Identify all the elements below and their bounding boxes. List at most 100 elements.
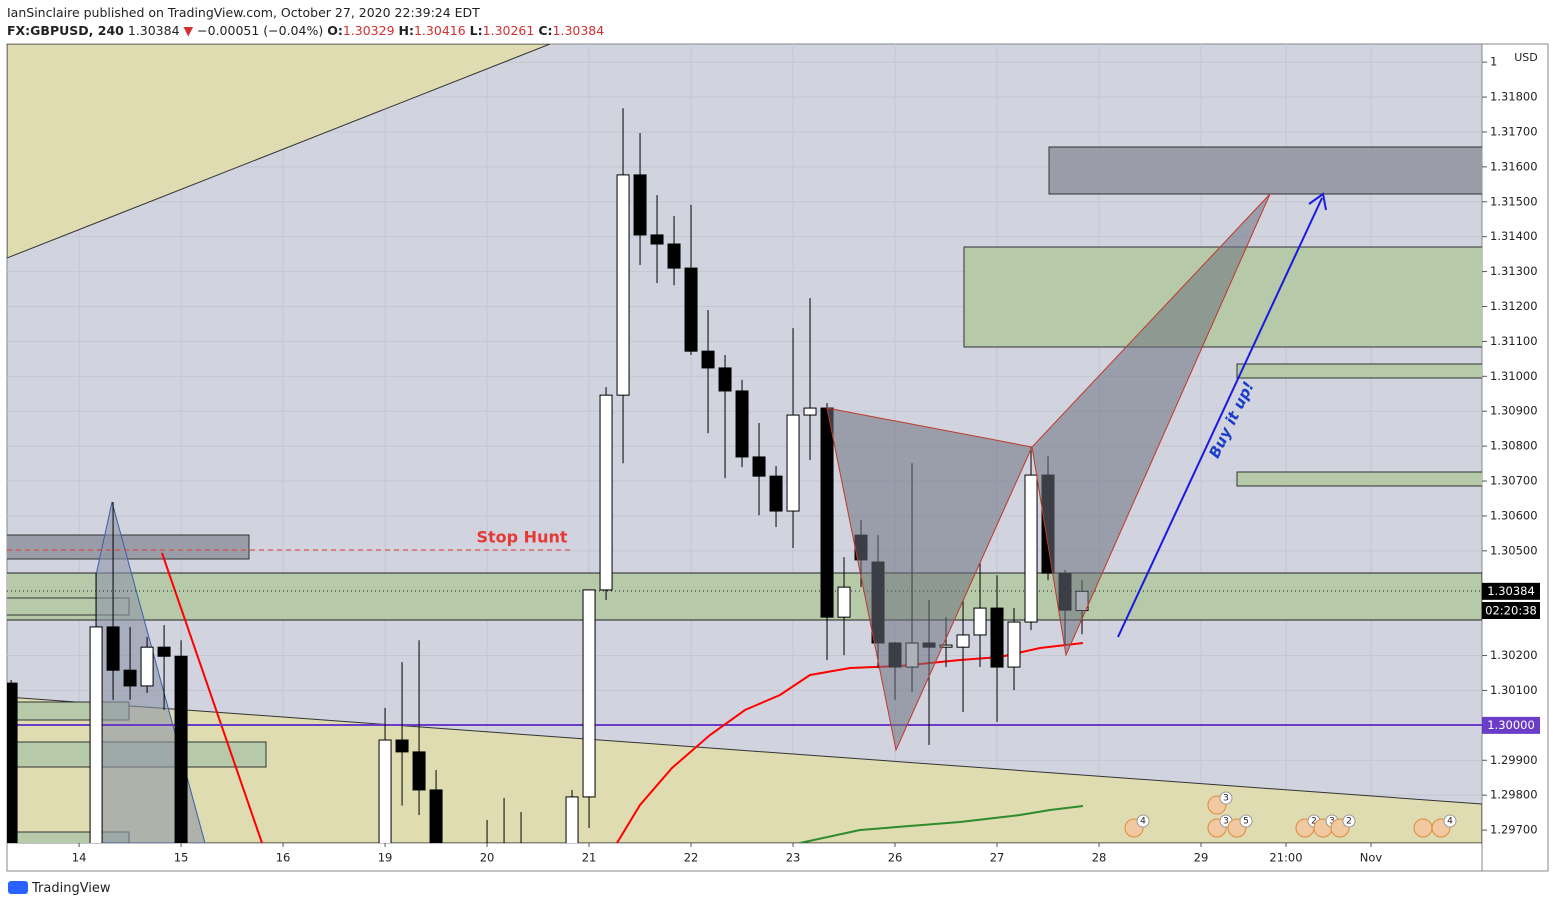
price-label-box xyxy=(1482,582,1540,600)
y-tick-label: 1.29800 xyxy=(1490,788,1538,802)
x-tick-label: 19 xyxy=(378,851,393,865)
y-tick-label: 1.31800 xyxy=(1490,90,1538,104)
y-tick-label: 1.29700 xyxy=(1490,823,1538,837)
ohlc-line: FX:GBPUSD, 240 1.30384 ▼ −0.00051 (−0.04… xyxy=(7,22,604,40)
y-tick-label: 1.31000 xyxy=(1490,369,1538,383)
pattern-xab xyxy=(826,407,1033,752)
candle-body xyxy=(412,751,426,791)
zone xyxy=(1236,363,1482,379)
time-axis xyxy=(6,842,1483,872)
brand: TradingView xyxy=(32,881,111,896)
axes: 1.29700 1.29800 1.29900 1.30100 1.30200 1.305… xyxy=(72,55,1540,865)
event-count: 3 xyxy=(1329,817,1335,827)
annotation: Stop Hunt xyxy=(476,528,567,547)
event-count: 5 xyxy=(1243,817,1249,827)
y-tick-label: 1.31600 xyxy=(1490,159,1538,173)
countdown-box xyxy=(1482,602,1540,619)
y-tick-label: 1.30800 xyxy=(1490,439,1538,453)
l-label: L: xyxy=(469,23,483,38)
candle-body xyxy=(633,174,647,236)
y-tick-label: 1.29900 xyxy=(1490,753,1538,767)
candle-body xyxy=(395,739,409,753)
symbol: FX:GBPUSD, 240 xyxy=(7,23,124,38)
candle-body xyxy=(378,739,392,843)
candle-body xyxy=(429,789,443,843)
h-label: H: xyxy=(398,23,414,38)
event-count: 4 xyxy=(1447,817,1453,827)
candle-body xyxy=(684,267,698,352)
zone xyxy=(1236,471,1482,487)
candle-body xyxy=(89,626,103,843)
x-tick-label: 21 xyxy=(582,851,597,865)
x-tick-label: 27 xyxy=(990,851,1005,865)
candle-body xyxy=(820,407,834,618)
candle-body xyxy=(837,586,851,618)
candle-body xyxy=(667,243,681,269)
candle-body xyxy=(786,414,800,512)
x-tick-label: 26 xyxy=(888,851,903,865)
candle-body xyxy=(956,634,970,648)
candle-body xyxy=(582,589,596,798)
last: 1.30384 xyxy=(127,23,180,38)
x-tick-label: Nov xyxy=(1360,851,1383,865)
footer: TradingView xyxy=(8,881,111,896)
o-label: O: xyxy=(327,23,343,38)
y-tick-label: 1.31400 xyxy=(1490,229,1538,243)
x-tick-label: 15 xyxy=(174,851,189,865)
candle-body xyxy=(1007,621,1021,668)
event-badge xyxy=(1219,791,1233,805)
candle-body xyxy=(123,669,137,687)
event-count: 4 xyxy=(1140,817,1146,827)
x-tick-label: 21:00 xyxy=(1269,851,1302,865)
candle-body xyxy=(174,655,188,843)
event-count: 2 xyxy=(1311,817,1317,827)
h: 1.30416 xyxy=(413,23,466,38)
event-count: 3 xyxy=(1223,794,1229,804)
zone xyxy=(7,534,250,560)
candle-body xyxy=(106,626,120,671)
candle-body xyxy=(650,234,664,245)
candle-body xyxy=(973,607,987,636)
event-badge xyxy=(1342,814,1356,828)
y-tick-label: 1.30900 xyxy=(1490,404,1538,418)
candle-body xyxy=(599,394,613,591)
y-tick-label: 1.31300 xyxy=(1490,264,1538,278)
publisher: IanSinclaire published on TradingView.co… xyxy=(7,5,480,20)
y-tick-label: 1 xyxy=(1490,55,1497,69)
price-label: 1.30000 xyxy=(1487,718,1535,732)
event-badge xyxy=(1136,814,1150,828)
direction: ▼ xyxy=(183,23,194,38)
arrow xyxy=(1117,197,1323,638)
y-tick-label: 1.30700 xyxy=(1490,474,1538,488)
x-tick-label: 29 xyxy=(1194,851,1209,865)
candle-body xyxy=(735,390,749,458)
y-tick-label: 1.31500 xyxy=(1490,194,1538,208)
x-tick-label: 14 xyxy=(72,851,87,865)
drawings xyxy=(7,44,1482,843)
countdown: 02:20:38 xyxy=(1485,604,1537,618)
candle-body xyxy=(157,646,171,657)
candle-body xyxy=(701,350,715,369)
event-badge xyxy=(1239,814,1253,828)
candle-body xyxy=(140,646,154,687)
logo xyxy=(8,881,28,894)
x-tick-label: 20 xyxy=(480,851,495,865)
y-tick-label: 1.30200 xyxy=(1490,648,1538,662)
y-tick-label: 1.30500 xyxy=(1490,543,1538,557)
price-label-box xyxy=(1482,716,1540,734)
zone xyxy=(1048,146,1482,195)
o: 1.30329 xyxy=(342,23,395,38)
zone xyxy=(7,572,1482,621)
candle-body xyxy=(990,607,1004,668)
overlays: Stop Hunt Buy it up! xyxy=(476,192,1327,752)
arrow-head xyxy=(1308,192,1327,211)
trend-line xyxy=(161,552,263,843)
ema-green xyxy=(799,805,1084,843)
event-count: 3 xyxy=(1223,817,1229,827)
change: −0.00051 (−0.04%) xyxy=(197,23,324,38)
x-tick-label: 28 xyxy=(1092,851,1107,865)
c-label: C: xyxy=(538,23,553,38)
event-count: 2 xyxy=(1346,817,1352,827)
